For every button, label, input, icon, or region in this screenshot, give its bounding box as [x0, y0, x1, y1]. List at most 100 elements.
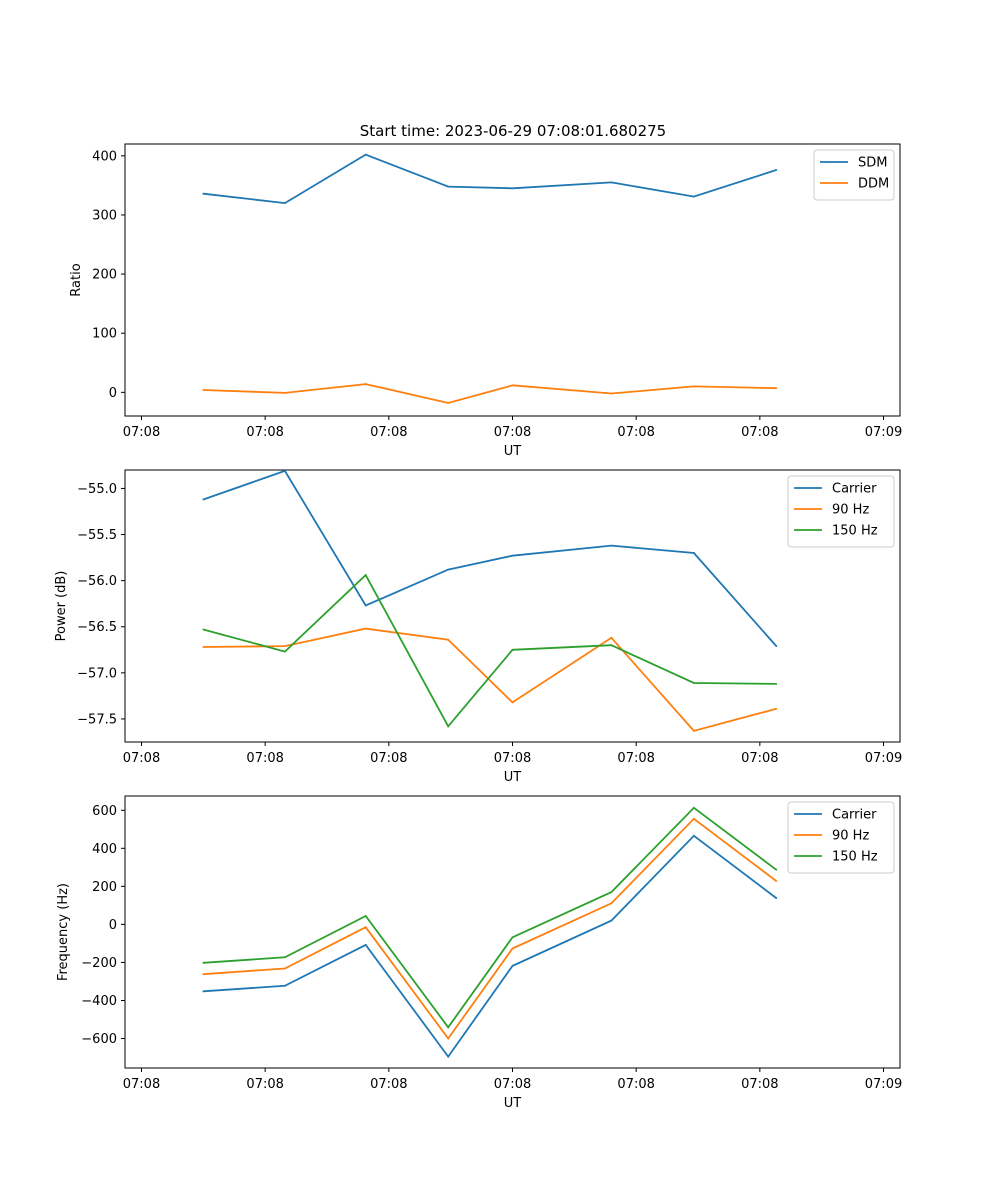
data-point-carrier	[364, 944, 367, 946]
y-tick-label: −400	[81, 994, 117, 1009]
y-tick-label: −56.5	[77, 620, 117, 635]
data-point-90-hz	[364, 627, 367, 630]
legend-label-sdm: SDM	[858, 156, 887, 171]
series-line-150-hz	[203, 573, 777, 728]
data-point-90-hz	[284, 967, 286, 970]
data-point-carrier	[610, 919, 613, 922]
data-point-ddm	[511, 384, 514, 387]
data-point-90-hz	[692, 817, 695, 820]
data-point-150-hz	[610, 891, 613, 893]
data-point-90-hz	[610, 902, 613, 905]
data-point-90-hz	[447, 1037, 450, 1040]
data-point-sdm	[692, 195, 695, 198]
x-tick-label: 07:08	[617, 425, 654, 440]
y-tick-label: 200	[92, 880, 117, 895]
data-point-150-hz	[284, 650, 286, 653]
data-point-carrier	[692, 834, 695, 837]
series-line-90-hz	[203, 817, 777, 1041]
y-axis-label: Ratio	[69, 263, 84, 296]
y-axis-label: Frequency (Hz)	[56, 883, 71, 981]
data-point-carrier	[284, 470, 286, 472]
y-tick-label: −55.0	[77, 482, 117, 497]
x-tick-label: 07:08	[246, 425, 283, 440]
x-axis-label: UT	[504, 770, 522, 785]
data-point-sdm	[202, 192, 205, 195]
data-point-carrier	[202, 498, 205, 501]
data-point-90-hz	[447, 638, 450, 641]
data-point-carrier	[202, 990, 205, 993]
data-point-150-hz	[692, 806, 695, 809]
legend: SDM DDM	[813, 149, 895, 201]
legend-label-carrier: Carrier	[832, 482, 877, 497]
legend-label-carrier: Carrier	[832, 808, 877, 823]
axes-frame	[124, 795, 901, 1069]
x-tick-label: 07:08	[246, 751, 283, 766]
x-axis-label: UT	[504, 444, 522, 459]
data-point-150-hz	[511, 648, 514, 651]
legend-label-150-hz: 150 Hz	[832, 524, 878, 539]
data-point-sdm	[447, 185, 450, 188]
subplot-power: −57.5 −57.0 −56.5 −56.0 −55.5 −55.0 07:08 07:08…	[54, 469, 902, 785]
data-point-ddm	[284, 392, 286, 394]
data-point-90-hz	[202, 973, 205, 976]
data-point-ddm	[692, 385, 695, 388]
data-point-90-hz	[284, 645, 286, 648]
data-point-150-hz	[447, 1026, 450, 1029]
x-tick-label: 07:09	[865, 751, 902, 766]
data-point-ddm	[447, 402, 450, 404]
legend-label-150-hz: 150 Hz	[832, 850, 878, 865]
data-point-150-hz	[202, 961, 205, 964]
data-point-90-hz	[364, 926, 367, 929]
data-point-ddm	[775, 387, 778, 390]
x-tick-label: 07:08	[494, 1077, 531, 1092]
y-tick-label: −200	[81, 956, 117, 971]
data-point-90-hz	[202, 646, 205, 648]
subplot-ratio: 0 100 200 300 400 07:08 07:08 07:08 07:08 07:08 07…	[69, 143, 902, 459]
y-tick-label: 400	[92, 149, 117, 164]
data-point-150-hz	[447, 725, 450, 728]
y-tick-label: 300	[92, 208, 117, 223]
data-point-sdm	[511, 187, 514, 190]
legend-label-90-hz: 90 Hz	[832, 503, 869, 518]
y-tick-label: −56.0	[77, 574, 117, 589]
data-point-150-hz	[511, 936, 514, 939]
data-point-carrier	[692, 552, 695, 554]
x-tick-label: 07:08	[246, 1077, 283, 1092]
legend-label-90-hz: 90 Hz	[832, 829, 869, 844]
series-line-carrier	[203, 834, 777, 1059]
data-point-carrier	[775, 645, 778, 648]
x-tick-label: 07:08	[741, 751, 778, 766]
data-point-ddm	[202, 389, 205, 391]
data-point-90-hz	[692, 730, 695, 732]
data-point-ddm	[610, 392, 613, 395]
data-point-carrier	[447, 1055, 450, 1058]
x-tick-label: 07:09	[865, 425, 902, 440]
subplot-frequency: −600 −400 −200 0 200 400 600 07:08 07:08 07:08 07:…	[56, 795, 902, 1111]
legend: Carrier 90 Hz 150 Hz	[787, 475, 895, 548]
x-tick-label: 07:08	[494, 751, 531, 766]
x-tick-label: 07:08	[617, 751, 654, 766]
y-tick-label: 600	[92, 804, 117, 819]
axes-frame	[124, 143, 901, 417]
data-point-carrier	[364, 604, 367, 607]
data-point-150-hz	[364, 574, 367, 577]
series-line-ddm	[203, 383, 777, 404]
y-tick-label: 0	[109, 918, 117, 933]
data-point-carrier	[511, 964, 514, 967]
data-point-90-hz	[775, 707, 778, 710]
x-tick-label: 07:08	[370, 751, 407, 766]
y-tick-label: −57.5	[77, 712, 117, 727]
y-tick-label: 100	[92, 327, 117, 342]
data-point-carrier	[447, 568, 450, 571]
data-point-carrier	[511, 554, 514, 557]
x-tick-label: 07:08	[370, 425, 407, 440]
data-point-150-hz	[775, 683, 778, 685]
data-point-ddm	[364, 383, 367, 385]
x-axis-label: UT	[504, 1096, 522, 1111]
data-point-sdm	[610, 181, 613, 184]
data-point-sdm	[284, 202, 286, 205]
figure-title: Start time: 2023-06-29 07:08:01.680275	[360, 122, 666, 140]
legend-label-ddm: DDM	[858, 177, 889, 192]
y-tick-label: 400	[92, 842, 117, 857]
